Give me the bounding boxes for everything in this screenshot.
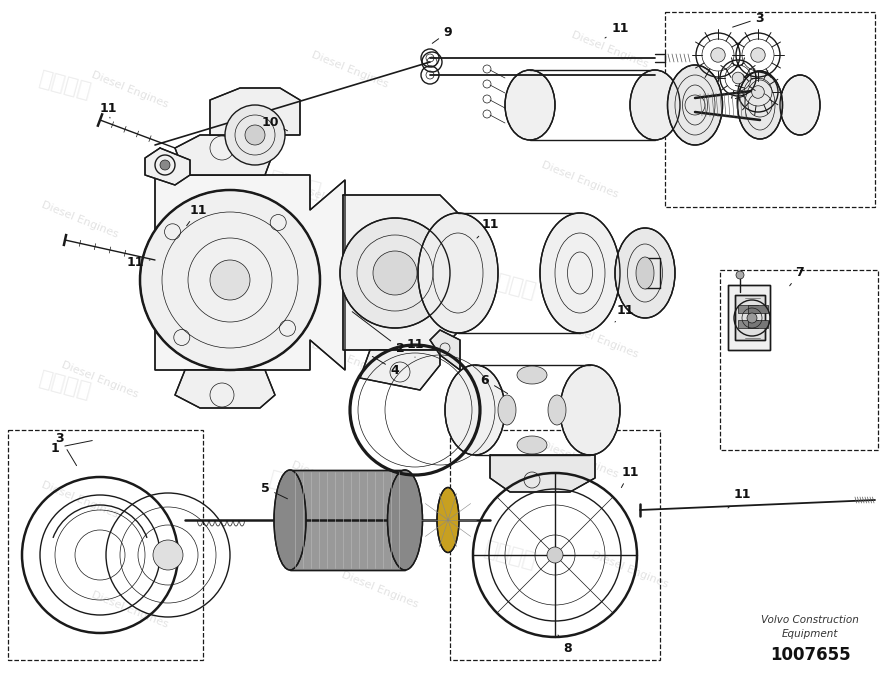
Polygon shape (175, 135, 275, 175)
Text: Diesel Engines: Diesel Engines (560, 320, 640, 360)
Text: 4: 4 (372, 357, 400, 376)
Bar (738, 320, 758, 328)
Text: Diesel Engines: Diesel Engines (40, 200, 120, 240)
Text: 11: 11 (100, 102, 117, 118)
Circle shape (747, 313, 757, 323)
Text: Diesel Engines: Diesel Engines (311, 340, 390, 380)
Ellipse shape (630, 70, 680, 140)
Circle shape (210, 260, 250, 300)
Text: 紫发动力: 紫发动力 (36, 68, 93, 102)
Text: 1007655: 1007655 (770, 646, 850, 664)
Text: 11: 11 (728, 488, 751, 508)
Bar (450, 430, 660, 660)
Text: Diesel Engines: Diesel Engines (311, 50, 390, 90)
Text: Diesel Engines: Diesel Engines (290, 180, 370, 220)
Ellipse shape (387, 470, 423, 570)
Text: 11: 11 (126, 255, 150, 268)
Ellipse shape (437, 488, 459, 553)
Circle shape (245, 125, 265, 145)
Polygon shape (290, 470, 405, 570)
Polygon shape (728, 285, 770, 350)
Ellipse shape (615, 228, 675, 318)
Text: Diesel Engines: Diesel Engines (540, 160, 619, 200)
Text: 2: 2 (352, 311, 404, 354)
Text: Diesel Engines: Diesel Engines (40, 480, 120, 520)
Text: Equipment: Equipment (781, 629, 838, 639)
Text: 11: 11 (615, 303, 634, 322)
Ellipse shape (274, 470, 306, 570)
Circle shape (340, 218, 450, 328)
Ellipse shape (445, 365, 505, 455)
Text: Diesel Engines: Diesel Engines (90, 70, 170, 110)
Text: 紫发动力: 紫发动力 (36, 368, 93, 402)
Text: 紫发动力: 紫发动力 (481, 538, 538, 572)
Circle shape (732, 72, 744, 84)
Polygon shape (490, 455, 595, 492)
Polygon shape (360, 350, 440, 390)
Circle shape (711, 48, 725, 62)
Bar (720, 270, 878, 450)
Text: Diesel Engines: Diesel Engines (570, 30, 650, 70)
Text: Diesel Engines: Diesel Engines (61, 360, 140, 400)
Ellipse shape (668, 65, 723, 145)
Bar (8, 430, 203, 660)
Text: 11: 11 (406, 339, 424, 357)
Bar (665, 12, 875, 207)
Text: 3: 3 (732, 12, 765, 27)
Text: Diesel Engines: Diesel Engines (290, 460, 370, 500)
Text: Diesel Engines: Diesel Engines (340, 570, 420, 610)
Text: 紫发动力: 紫发动力 (481, 268, 538, 302)
Polygon shape (430, 330, 460, 370)
Circle shape (736, 271, 744, 279)
Polygon shape (155, 175, 345, 370)
Text: 6: 6 (481, 374, 507, 393)
Text: Diesel Engines: Diesel Engines (540, 440, 619, 480)
Bar (748, 320, 768, 328)
Ellipse shape (517, 436, 547, 454)
Bar (738, 305, 758, 313)
Circle shape (751, 48, 765, 62)
Polygon shape (210, 88, 300, 135)
Text: 11: 11 (621, 466, 639, 488)
Circle shape (752, 85, 765, 98)
Text: 9: 9 (433, 25, 452, 44)
Text: 8: 8 (558, 635, 572, 654)
Text: 1: 1 (51, 441, 93, 454)
Text: 3: 3 (56, 432, 77, 466)
Ellipse shape (498, 395, 516, 425)
Text: Volvo Construction: Volvo Construction (761, 615, 859, 625)
Circle shape (160, 160, 170, 170)
Text: Diesel Engines: Diesel Engines (90, 590, 170, 630)
Text: Diesel Engines: Diesel Engines (590, 550, 670, 590)
Ellipse shape (540, 213, 620, 333)
Text: 7: 7 (789, 266, 805, 285)
Ellipse shape (548, 395, 566, 425)
Ellipse shape (738, 71, 782, 139)
Circle shape (547, 547, 563, 563)
Circle shape (140, 190, 320, 370)
Circle shape (373, 251, 417, 295)
Bar (748, 305, 768, 313)
Circle shape (153, 540, 183, 570)
Polygon shape (175, 370, 275, 408)
Polygon shape (145, 148, 190, 185)
Polygon shape (735, 295, 765, 340)
Ellipse shape (517, 366, 547, 384)
Ellipse shape (780, 75, 820, 135)
Text: 11: 11 (605, 21, 628, 38)
Ellipse shape (560, 365, 620, 455)
Text: 紫发动力: 紫发动力 (267, 169, 323, 201)
Text: 紫发动力: 紫发动力 (267, 469, 323, 501)
Polygon shape (343, 195, 460, 350)
Circle shape (225, 105, 285, 165)
Text: 10: 10 (262, 115, 287, 130)
Text: 5: 5 (261, 482, 287, 499)
Ellipse shape (418, 213, 498, 333)
Ellipse shape (636, 257, 654, 289)
Text: 11: 11 (187, 204, 206, 226)
Text: 11: 11 (477, 219, 498, 238)
Ellipse shape (505, 70, 555, 140)
